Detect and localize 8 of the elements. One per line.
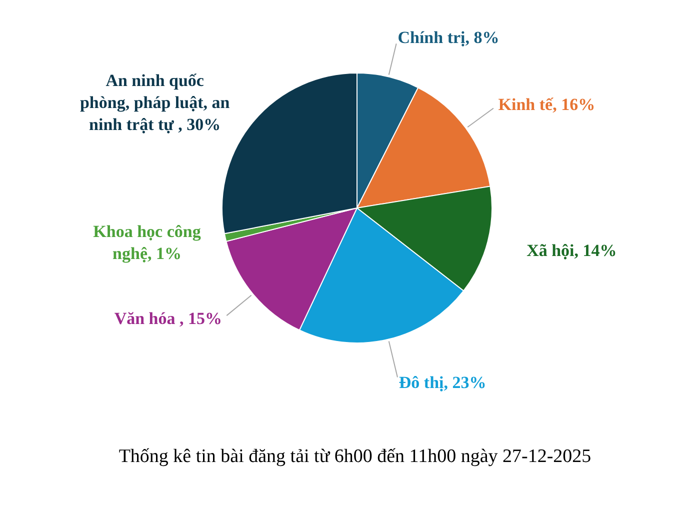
slice-label: Văn hóa , 15% — [114, 308, 222, 330]
slice-label: Kinh tế, 16% — [498, 94, 596, 116]
slice-label: Đô thị, 23% — [398, 372, 486, 394]
slice-label: Chính trị, 8% — [398, 26, 500, 49]
slice-label: Xã hội, 14% — [526, 240, 617, 262]
slice-label: An ninh quốc phòng, pháp luật, an ninh trật tự , 30% — [80, 70, 230, 136]
text: Thống kê tin bài đăng tải từ 6h00 đến 11h00 ngày 27-12-2025 — [118, 446, 592, 468]
slice-label: Khoa học công nghệ, 1% — [93, 220, 201, 265]
